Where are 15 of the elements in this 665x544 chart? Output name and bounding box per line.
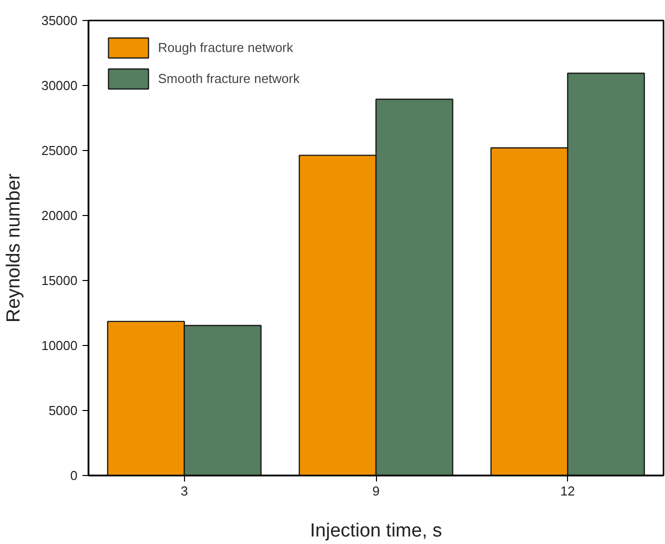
y-tick-label: 20000 bbox=[41, 208, 78, 223]
y-tick-label: 35000 bbox=[41, 13, 78, 28]
x-axis-title: Injection time, s bbox=[310, 520, 442, 542]
y-axis-title: Reynolds number bbox=[3, 172, 24, 322]
y-tick-label: 10000 bbox=[41, 338, 78, 353]
legend-label: Rough fracture network bbox=[158, 40, 294, 55]
legend-label: Smooth fracture network bbox=[158, 71, 300, 86]
x-tick-label: 9 bbox=[372, 484, 380, 498]
x-tick-label: 12 bbox=[560, 484, 575, 498]
y-tick-label: 5000 bbox=[48, 403, 78, 418]
y-tick-label: 30000 bbox=[41, 78, 78, 93]
x-tick-label: 3 bbox=[180, 484, 188, 498]
y-tick-label: 0 bbox=[70, 468, 78, 483]
y-tick-label: 15000 bbox=[41, 273, 78, 288]
y-tick-label: 25000 bbox=[41, 143, 78, 158]
